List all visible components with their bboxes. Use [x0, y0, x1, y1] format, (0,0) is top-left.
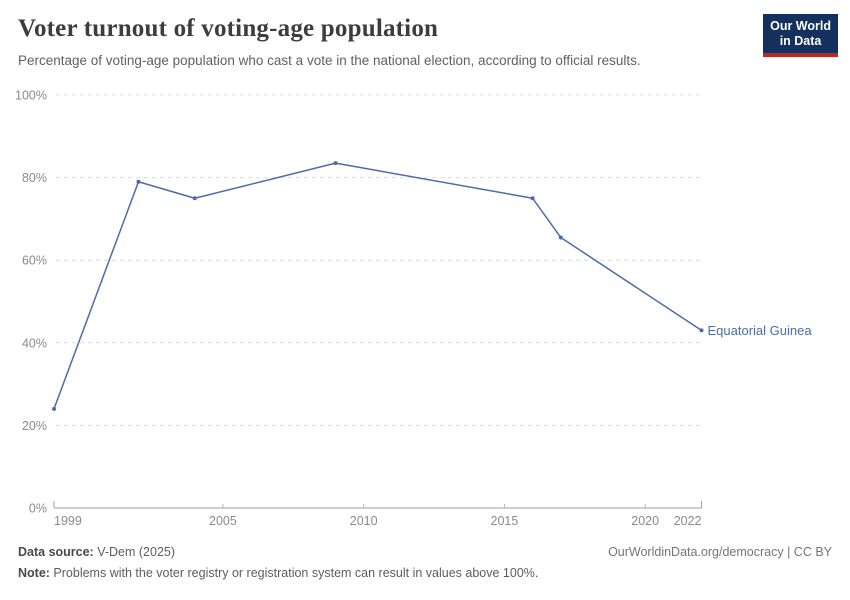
- page-title: Voter turnout of voting-age population: [18, 15, 439, 42]
- chart-header: Voter turnout of voting-age population P…: [18, 14, 838, 68]
- x-axis-tick-label: 2010: [350, 514, 378, 528]
- x-axis-tick-label: 2020: [631, 514, 659, 528]
- y-axis-tick-label: 100%: [15, 89, 47, 103]
- chart-line[interactable]: [53, 162, 703, 410]
- data-point[interactable]: [52, 406, 56, 411]
- data-source-label: Data source:: [18, 545, 94, 559]
- line-chart-area: 0% 20% 40% 60% 80% 100% 1999 2005 2010 2015 2020 20…: [15, 89, 813, 529]
- data-point[interactable]: [558, 235, 563, 240]
- y-axis-tick-label: 40%: [22, 336, 47, 350]
- data-point[interactable]: [699, 328, 704, 333]
- x-axis-tick-label: 1999: [54, 514, 82, 528]
- y-axis-tick-label: 0%: [29, 502, 47, 516]
- note-label: Note:: [18, 566, 50, 580]
- data-point[interactable]: [192, 196, 197, 201]
- data-point[interactable]: [333, 161, 338, 166]
- data-point[interactable]: [530, 196, 535, 201]
- x-axis-tick-label: 2005: [209, 514, 237, 528]
- chart-subtitle: Percentage of voting-age population who …: [18, 53, 641, 68]
- data-point[interactable]: [136, 179, 141, 184]
- x-axis-tick-label: 2022: [674, 514, 702, 528]
- note-value: Problems with the voter registry or regi…: [49, 566, 539, 580]
- chart-footer: Data source: V-Dem (2025) OurWorldinData…: [18, 545, 832, 580]
- y-axis-tick-label: 80%: [22, 171, 47, 185]
- y-axis-tick-label: 60%: [22, 254, 47, 268]
- data-source-value: V-Dem (2025): [93, 545, 176, 559]
- x-axis-tick-label: 2015: [491, 514, 519, 528]
- owid-logo-line2: in Data: [779, 34, 822, 48]
- owid-license-link[interactable]: OurWorldinData.org/democracy | CC BY: [608, 545, 832, 559]
- data-source: Data source: V-Dem (2025): [18, 545, 175, 559]
- owid-logo: Our World in Data: [763, 14, 838, 57]
- chart-note: Note: Problems with the voter registry o…: [18, 566, 832, 580]
- y-axis-tick-label: 20%: [22, 419, 47, 433]
- owid-logo-line1: Our World: [770, 19, 831, 33]
- entity-label[interactable]: Equatorial Guinea: [708, 323, 813, 338]
